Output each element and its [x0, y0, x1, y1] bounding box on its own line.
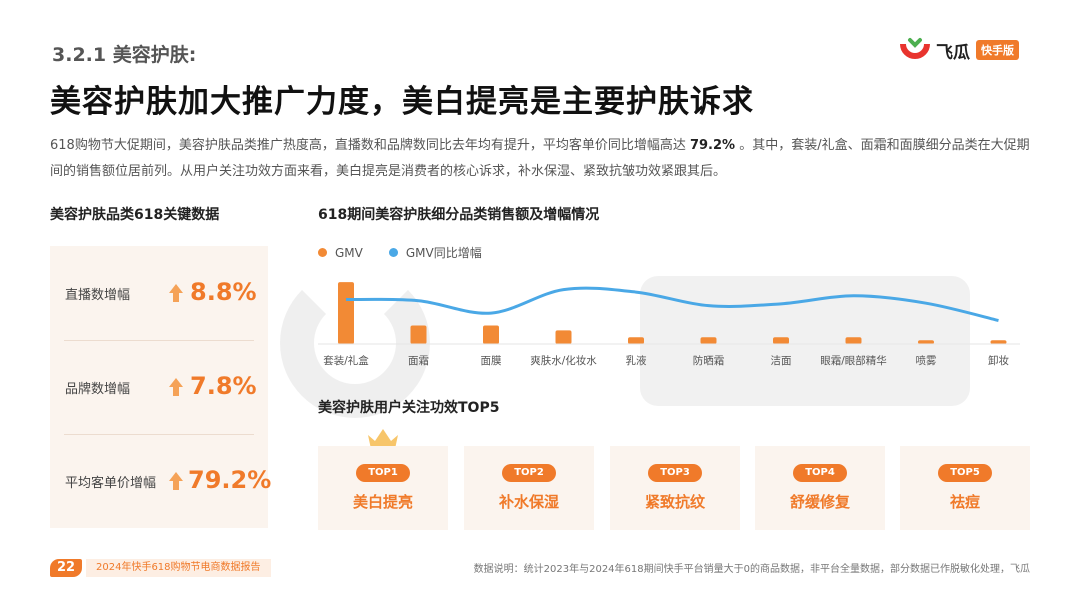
- legend-dot-icon: [388, 248, 398, 257]
- kpi-label: 品牌数增幅: [65, 381, 131, 397]
- growth-line: [345, 286, 999, 322]
- top5-card: TOP2 补水保湿: [464, 446, 594, 530]
- benefit-label: 补水保湿: [498, 493, 559, 511]
- chart-legend: GMV GMV同比增幅: [318, 244, 508, 261]
- legend-label: GMV同比增幅: [405, 246, 482, 260]
- intro-text-2: 。其中，套装/礼盒、面霜和面膜细分品类在大促期间的销售额位居前列。从用户关注功效…: [50, 138, 1030, 179]
- legend-label: GMV: [335, 245, 363, 260]
- kpi-divider: [64, 340, 254, 341]
- data-note: 数据说明：统计2023年与2024年618期间快手平台销量大于0的商品数据，非平…: [473, 564, 1030, 575]
- intro-text-1: 618购物节大促期间，美容护肤品类推广热度高，直播数和品牌数同比去年均有提升，平…: [50, 138, 686, 153]
- top5-card: TOP4 舒缓修复: [755, 446, 885, 530]
- up-arrow-icon: [169, 472, 183, 490]
- x-tick-label: 面霜: [408, 355, 429, 367]
- brand-logo: 飞瓜 快手版: [898, 36, 1019, 64]
- x-tick-label: 卸妆: [988, 354, 1009, 367]
- x-tick-label: 防晒霜: [693, 354, 725, 367]
- kpi-value: 8.8%: [190, 278, 257, 306]
- up-arrow-icon: [169, 378, 183, 396]
- gmv-bar-4: [628, 337, 644, 344]
- x-tick-label: 套装/礼盒: [323, 354, 369, 367]
- report-name: 2024年快手618购物节电商数据报告: [86, 559, 271, 577]
- x-tick-label: 眼霜/眼部精华: [820, 354, 887, 367]
- gmv-bar-9: [990, 340, 1007, 344]
- top5-card: TOP3 紧致抗纹: [610, 446, 740, 530]
- kpi-label: 平均客单价增幅: [65, 475, 157, 491]
- kpi-panel: 直播数增幅 8.8% 品牌数增幅 7.8% 平均客单价增幅 79.2%: [50, 246, 272, 528]
- intro-highlight: 79.2%: [689, 138, 736, 153]
- kpi-row-brand: 品牌数增幅 7.8%: [50, 340, 268, 434]
- benefit-label: 美白提亮: [352, 493, 413, 511]
- intro-paragraph: 618购物节大促期间，美容护肤品类推广热度高，直播数和品牌数同比去年均有提升，平…: [50, 133, 1035, 185]
- top5-card: TOP5 祛痘: [900, 446, 1030, 530]
- gmv-bar-3: [555, 330, 572, 344]
- legend-item-growth: GMV同比增幅: [388, 244, 482, 261]
- gmv-bar-7: [845, 337, 862, 344]
- gmv-bar-1: [410, 325, 427, 344]
- rank-badge: TOP3: [648, 464, 702, 482]
- rank-badge: TOP1: [356, 464, 410, 482]
- kpi-value: 7.8%: [190, 372, 257, 400]
- gmv-bar-5: [700, 337, 717, 344]
- gmv-chart: 套装/礼盒 面霜 面膜 爽肤水/化妆水 乳液 防晒霜 洁面 眼霜/眼部精华 喷雾 卸妆: [318, 282, 1020, 367]
- crown-icon: [368, 429, 398, 449]
- gmv-bar-0: [338, 282, 354, 344]
- x-tick-label: 面膜: [481, 355, 502, 367]
- x-tick-label: 喷雾: [916, 355, 937, 367]
- gmv-bar-6: [773, 337, 789, 344]
- page-title: 美容护肤加大推广力度，美白提亮是主要护肤诉求: [50, 84, 754, 120]
- kpi-title: 美容护肤品类618关键数据: [50, 207, 220, 223]
- top5-title: 美容护肤用户关注功效TOP5: [318, 400, 500, 416]
- kpi-value: 79.2%: [188, 466, 272, 494]
- benefit-label: 舒缓修复: [789, 493, 850, 511]
- top5-card: TOP1 美白提亮: [318, 446, 448, 530]
- benefit-label: 祛痘: [949, 493, 980, 511]
- up-arrow-icon: [169, 284, 183, 302]
- page-number: 22: [50, 559, 82, 577]
- rank-badge: TOP2: [502, 464, 556, 482]
- gmv-bar-2: [483, 325, 499, 344]
- footer: 22 2024年快手618购物节电商数据报告 数据说明：统计2023年与2024…: [0, 556, 1080, 580]
- kpi-divider: [64, 434, 254, 435]
- x-tick-label: 爽肤水/化妆水: [530, 354, 597, 367]
- chart-title: 618期间美容护肤细分品类销售额及增幅情况: [318, 207, 600, 223]
- rank-badge: TOP4: [793, 464, 847, 482]
- legend-dot-icon: [318, 248, 327, 257]
- gmv-bar-8: [918, 340, 934, 344]
- feigua-logo-icon: [898, 36, 932, 64]
- kpi-row-live: 直播数增幅 8.8%: [50, 246, 268, 340]
- x-tick-label: 乳液: [626, 354, 647, 367]
- legend-item-gmv: GMV: [318, 246, 363, 260]
- kpi-label: 直播数增幅: [65, 287, 131, 303]
- benefit-label: 紧致抗纹: [644, 493, 705, 511]
- logo-text: 飞瓜: [936, 42, 970, 63]
- rank-badge: TOP5: [938, 464, 992, 482]
- section-label: 3.2.1 美容护肤:: [52, 44, 197, 66]
- kpi-row-price: 平均客单价增幅 79.2%: [50, 434, 272, 528]
- x-tick-label: 洁面: [771, 354, 792, 367]
- logo-badge: 快手版: [976, 40, 1019, 60]
